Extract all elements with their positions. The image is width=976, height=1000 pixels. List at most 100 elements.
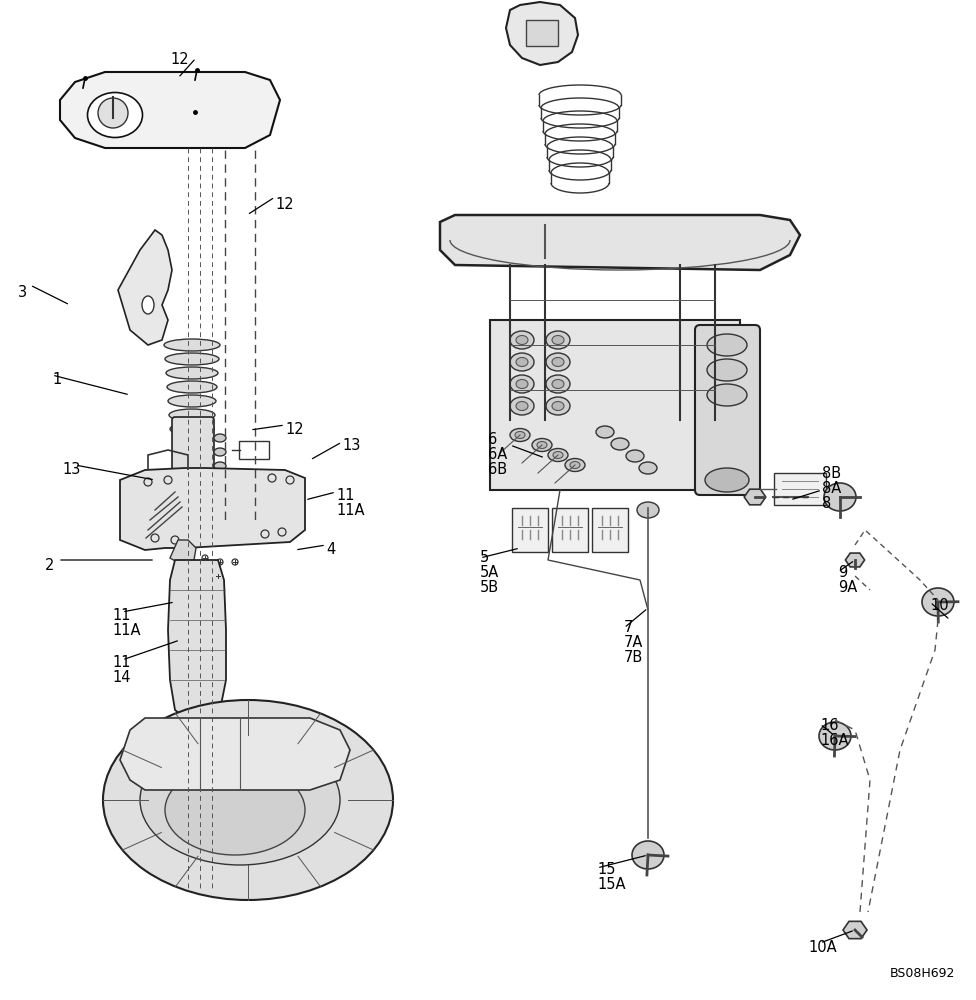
FancyBboxPatch shape <box>239 441 269 459</box>
Ellipse shape <box>532 438 552 452</box>
Text: 6: 6 <box>488 432 497 447</box>
Polygon shape <box>120 718 350 790</box>
Ellipse shape <box>214 434 226 442</box>
Ellipse shape <box>88 93 142 137</box>
Polygon shape <box>843 921 867 939</box>
Ellipse shape <box>707 359 747 381</box>
Ellipse shape <box>552 401 564 410</box>
Ellipse shape <box>170 423 214 435</box>
Ellipse shape <box>548 448 568 462</box>
Text: 2: 2 <box>45 558 55 573</box>
Ellipse shape <box>537 442 547 448</box>
Text: 3: 3 <box>18 285 27 300</box>
Ellipse shape <box>922 588 954 616</box>
Text: 16: 16 <box>820 718 838 733</box>
Ellipse shape <box>565 458 585 472</box>
Ellipse shape <box>166 367 218 379</box>
Ellipse shape <box>637 502 659 518</box>
Ellipse shape <box>819 722 851 750</box>
Ellipse shape <box>214 462 226 470</box>
Text: 16A: 16A <box>820 733 848 748</box>
Text: 11A: 11A <box>112 623 141 638</box>
Text: 13: 13 <box>62 462 80 477</box>
Ellipse shape <box>552 379 564 388</box>
Ellipse shape <box>552 358 564 366</box>
Text: 1: 1 <box>52 372 61 387</box>
Text: 7: 7 <box>624 620 633 635</box>
Ellipse shape <box>103 700 393 900</box>
Text: 8A: 8A <box>822 481 841 496</box>
Text: 4: 4 <box>326 542 335 557</box>
Text: 10A: 10A <box>808 940 836 955</box>
Text: 11: 11 <box>336 488 354 503</box>
Text: 7B: 7B <box>624 650 643 665</box>
Text: 8: 8 <box>822 496 832 511</box>
Ellipse shape <box>611 438 629 450</box>
Text: 9A: 9A <box>838 580 857 595</box>
Text: 14: 14 <box>112 670 131 685</box>
Ellipse shape <box>546 397 570 415</box>
Ellipse shape <box>546 331 570 349</box>
FancyBboxPatch shape <box>512 508 548 552</box>
Text: 8B: 8B <box>822 466 841 481</box>
Text: 6B: 6B <box>488 462 508 477</box>
Ellipse shape <box>596 426 614 438</box>
Ellipse shape <box>169 409 215 421</box>
Ellipse shape <box>510 353 534 371</box>
Polygon shape <box>440 215 800 270</box>
Text: 11A: 11A <box>336 503 364 518</box>
Ellipse shape <box>164 339 220 351</box>
Text: 15: 15 <box>597 862 616 877</box>
Ellipse shape <box>707 384 747 406</box>
Ellipse shape <box>510 331 534 349</box>
Text: 13: 13 <box>342 438 360 453</box>
Ellipse shape <box>546 375 570 393</box>
Ellipse shape <box>824 483 856 511</box>
FancyBboxPatch shape <box>774 473 826 505</box>
Text: 6A: 6A <box>488 447 508 462</box>
Ellipse shape <box>214 448 226 456</box>
Text: 9: 9 <box>838 565 847 580</box>
Ellipse shape <box>639 462 657 474</box>
Ellipse shape <box>570 462 580 468</box>
Ellipse shape <box>707 334 747 356</box>
Ellipse shape <box>552 336 564 344</box>
Polygon shape <box>120 468 305 550</box>
Ellipse shape <box>626 450 644 462</box>
Ellipse shape <box>516 401 528 410</box>
Text: 5: 5 <box>480 550 489 565</box>
Polygon shape <box>845 553 865 567</box>
Text: 12: 12 <box>285 422 304 437</box>
Text: 11: 11 <box>112 608 131 623</box>
Ellipse shape <box>142 296 154 314</box>
Ellipse shape <box>140 735 340 865</box>
Ellipse shape <box>553 452 563 458</box>
FancyBboxPatch shape <box>695 325 760 495</box>
Ellipse shape <box>510 397 534 415</box>
Ellipse shape <box>165 765 305 855</box>
Text: 5A: 5A <box>480 565 500 580</box>
Ellipse shape <box>168 395 216 407</box>
Text: BS08H692: BS08H692 <box>890 967 955 980</box>
Ellipse shape <box>516 379 528 388</box>
Ellipse shape <box>167 381 217 393</box>
Ellipse shape <box>510 375 534 393</box>
Text: 11: 11 <box>112 655 131 670</box>
Text: 15A: 15A <box>597 877 626 892</box>
FancyBboxPatch shape <box>490 320 740 490</box>
Polygon shape <box>170 540 196 565</box>
Ellipse shape <box>516 358 528 366</box>
Ellipse shape <box>98 98 128 128</box>
Text: 10: 10 <box>930 598 949 613</box>
FancyBboxPatch shape <box>592 508 628 552</box>
Text: 5B: 5B <box>480 580 499 595</box>
Ellipse shape <box>515 432 525 438</box>
Text: 7A: 7A <box>624 635 643 650</box>
Text: 12: 12 <box>275 197 294 212</box>
FancyBboxPatch shape <box>172 417 214 483</box>
Ellipse shape <box>705 468 749 492</box>
FancyBboxPatch shape <box>526 20 558 46</box>
Ellipse shape <box>165 353 219 365</box>
Text: 12: 12 <box>170 52 188 67</box>
Polygon shape <box>745 489 766 505</box>
